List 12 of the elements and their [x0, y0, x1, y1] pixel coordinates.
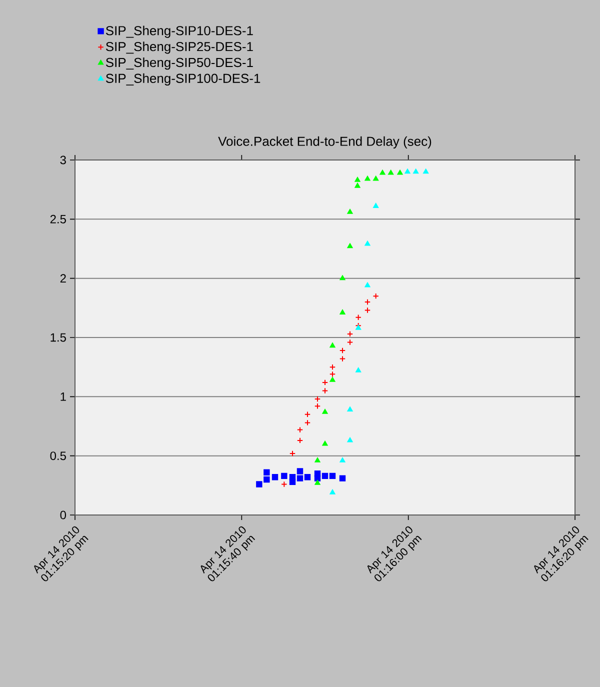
y-tick-label: 0: [60, 510, 66, 520]
legend-label: SIP_Sheng-SIP25-DES-1: [106, 42, 253, 54]
chart-title: Voice.Packet End-to-End Delay (sec): [218, 136, 432, 149]
y-tick-label: 2.5: [50, 214, 66, 224]
y-tick-label: 0.5: [50, 452, 66, 460]
y-tick-label: 1.5: [50, 333, 66, 342]
legend-label: SIP_Sheng-SIP100-DES-1: [106, 73, 260, 86]
y-tick-label: 3: [60, 156, 66, 164]
y-tick-label: 2: [60, 274, 66, 283]
legend-label: SIP_Sheng-SIP50-DES-1: [106, 58, 253, 70]
y-tick-label: 1: [60, 392, 66, 401]
legend-label: SIP_Sheng-SIP10-DES-1: [106, 26, 253, 38]
